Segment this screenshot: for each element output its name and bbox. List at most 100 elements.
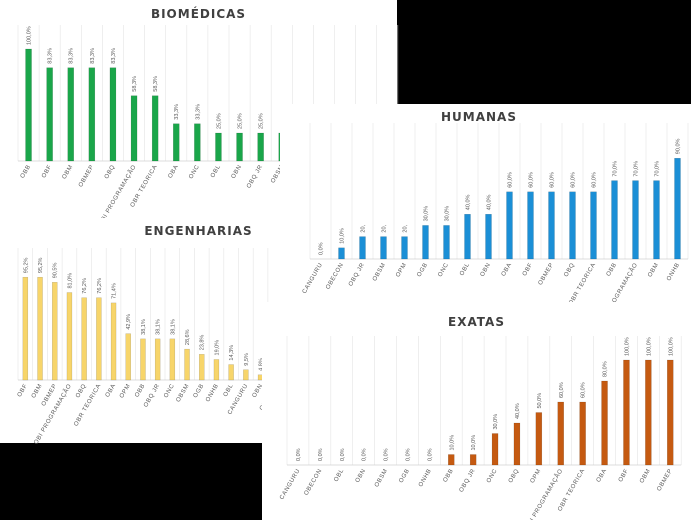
- bar: [623, 359, 630, 466]
- chart-panel-engenharias: ENGENHARIAS 95,2% OBF 95,2% OBM 90,5% OBMEP 81…: [0, 218, 283, 446]
- data-label: 33,3%: [174, 104, 180, 120]
- tick-label: ONC: [188, 164, 201, 180]
- bar: [569, 191, 576, 260]
- data-label: 0,0%: [318, 448, 324, 461]
- chart-title: BIOMÉDICAS: [150, 7, 247, 21]
- tick-label: OBQ: [563, 262, 576, 278]
- data-label: 90,5%: [53, 263, 59, 279]
- data-label: 14,3%: [229, 345, 235, 361]
- data-label: 0,0%: [296, 448, 302, 461]
- data-label: 20,: [361, 224, 367, 232]
- data-label: 10,0%: [471, 435, 477, 451]
- tick-label: OBM: [639, 468, 652, 484]
- tick-label: OBQ JR: [459, 468, 477, 494]
- data-label: 40,0%: [487, 194, 493, 210]
- tick-label: OBF: [41, 164, 53, 179]
- bar: [169, 338, 176, 381]
- data-label: 70,0%: [655, 161, 661, 177]
- data-label: 38,1%: [156, 319, 162, 335]
- data-label: 40,0%: [466, 194, 472, 210]
- data-label: 71,4%: [112, 283, 118, 299]
- tick-label: OBA: [596, 468, 608, 484]
- tick-label: OBN: [231, 164, 244, 180]
- data-label: 100,0%: [668, 337, 674, 356]
- data-label: 10,0%: [449, 435, 455, 451]
- tick-label: OBI PROGRAMAÇÃO: [524, 468, 565, 520]
- data-label: 30,0%: [493, 414, 499, 430]
- data-label: 30,0%: [445, 206, 451, 222]
- bar: [140, 338, 146, 381]
- data-label: 76,2%: [97, 278, 103, 294]
- bar: [491, 433, 499, 466]
- chart-svg: 0,0% CANGURU 0,0% OBECON 0,0% OBL 0,0% OBN 0,0% O…: [279, 336, 682, 520]
- data-label: 81,0%: [67, 273, 73, 289]
- data-label: 9,5%: [244, 353, 250, 366]
- tick-label: OBL: [210, 164, 222, 179]
- data-label: 19,0%: [214, 340, 220, 356]
- data-label: 40,0%: [515, 403, 521, 419]
- data-label: 28,6%: [185, 329, 191, 345]
- data-label: 42,9%: [126, 314, 132, 330]
- tick-label: OBECON: [304, 468, 324, 497]
- data-label: 20,: [403, 224, 409, 232]
- tick-label: CANGURU: [302, 262, 324, 295]
- bar: [228, 364, 234, 381]
- tick-label: OBSM: [374, 468, 389, 488]
- tick-label: OBMEP: [78, 164, 96, 188]
- data-label: 70,0%: [613, 161, 619, 177]
- tick-label: OBN: [355, 468, 368, 484]
- data-label: 90,0%: [676, 138, 682, 154]
- bar: [173, 123, 180, 162]
- data-label: 76,2%: [82, 278, 88, 294]
- data-label: 25,0%: [216, 113, 222, 129]
- chart-title: HUMANAS: [441, 110, 517, 124]
- bar: [67, 67, 74, 162]
- tick-label: OBQ JR: [246, 164, 264, 190]
- data-label: 60,0%: [529, 172, 535, 188]
- data-label: 58,3%: [153, 76, 159, 92]
- tick-label: ONC: [163, 383, 176, 399]
- tick-label: OPM: [119, 383, 132, 399]
- bar: [443, 225, 450, 260]
- tick-label: OBB: [606, 262, 618, 278]
- tick-label: OPM: [395, 262, 408, 278]
- background-bottom-left: [0, 443, 262, 520]
- data-label: 0,0%: [340, 448, 346, 461]
- bar: [469, 454, 477, 466]
- data-label: 10,0%: [340, 228, 346, 244]
- data-label: 70,0%: [634, 161, 640, 177]
- tick-label: OBM: [647, 262, 660, 278]
- bar: [46, 67, 53, 162]
- data-label: 38,1%: [141, 319, 147, 335]
- bar: [338, 247, 345, 260]
- tick-label: OBB: [443, 468, 455, 484]
- bar: [548, 191, 555, 260]
- tick-label: CANGURU: [279, 468, 301, 501]
- tick-label: ONHB: [205, 383, 220, 403]
- bar: [674, 158, 681, 260]
- data-label: 0,0%: [319, 242, 325, 255]
- bar: [52, 282, 58, 381]
- bar: [590, 191, 597, 260]
- bar: [154, 338, 161, 381]
- bar: [194, 123, 201, 162]
- data-label: 60,0%: [581, 382, 587, 398]
- tick-label: OBQ: [104, 164, 117, 180]
- data-label: 83,3%: [69, 48, 75, 64]
- data-label: 60,0%: [559, 382, 565, 398]
- bar: [653, 180, 660, 260]
- bar: [125, 333, 131, 381]
- bar: [645, 359, 652, 466]
- background-top-right: [397, 0, 691, 104]
- tick-label: OGB: [193, 383, 206, 399]
- data-label: 4,8%: [259, 358, 265, 371]
- bar: [81, 297, 87, 381]
- tick-label: OBN: [480, 262, 493, 278]
- tick-label: OGB: [416, 262, 429, 278]
- chart-svg: 0,0% CANGURU 10,0% OBECON 20, OBQ JR 20, OBSM 20…: [302, 123, 689, 325]
- bar: [464, 213, 471, 260]
- bar: [485, 213, 492, 260]
- bar: [184, 348, 190, 381]
- data-label: 95,2%: [23, 257, 29, 273]
- tick-label: OBSM: [372, 262, 387, 282]
